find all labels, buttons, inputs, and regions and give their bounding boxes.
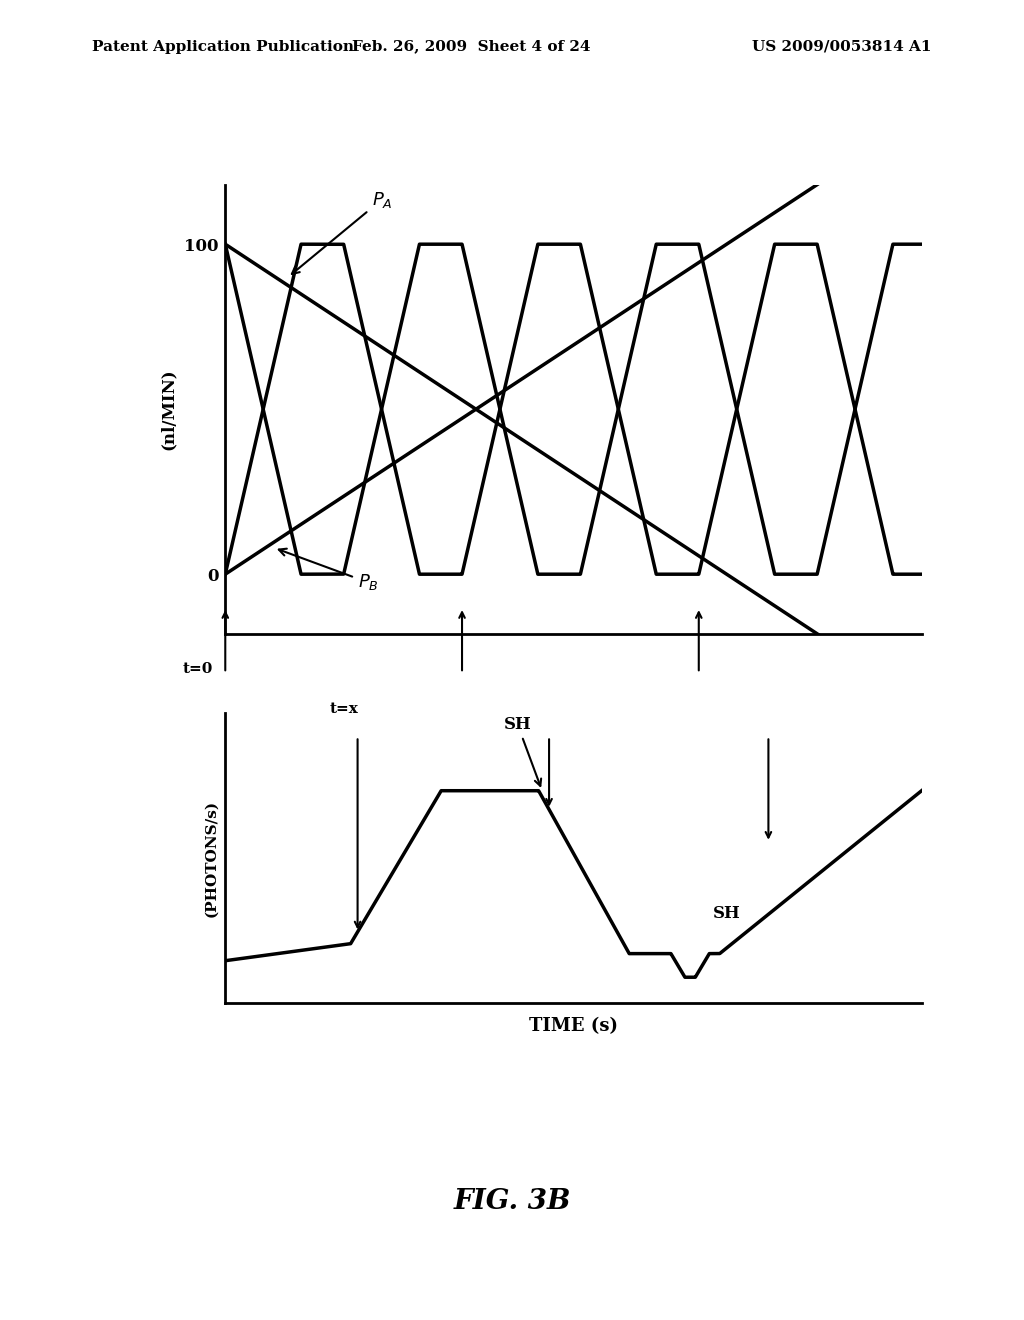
Text: t=x: t=x bbox=[330, 702, 358, 715]
Text: SH: SH bbox=[713, 906, 740, 923]
Text: Feb. 26, 2009  Sheet 4 of 24: Feb. 26, 2009 Sheet 4 of 24 bbox=[352, 40, 590, 54]
Text: US 2009/0053814 A1: US 2009/0053814 A1 bbox=[753, 40, 932, 54]
X-axis label: TIME (s): TIME (s) bbox=[529, 1018, 617, 1035]
Text: FIG. 3B: FIG. 3B bbox=[454, 1188, 570, 1214]
Y-axis label: (nl/MIN): (nl/MIN) bbox=[160, 368, 177, 450]
Text: SH: SH bbox=[504, 717, 541, 785]
Text: Patent Application Publication: Patent Application Publication bbox=[92, 40, 354, 54]
Text: t=0: t=0 bbox=[182, 663, 213, 676]
Y-axis label: (PHOTONS/s): (PHOTONS/s) bbox=[205, 800, 218, 916]
Text: $P_A$: $P_A$ bbox=[292, 190, 392, 275]
Text: $P_B$: $P_B$ bbox=[279, 549, 378, 593]
